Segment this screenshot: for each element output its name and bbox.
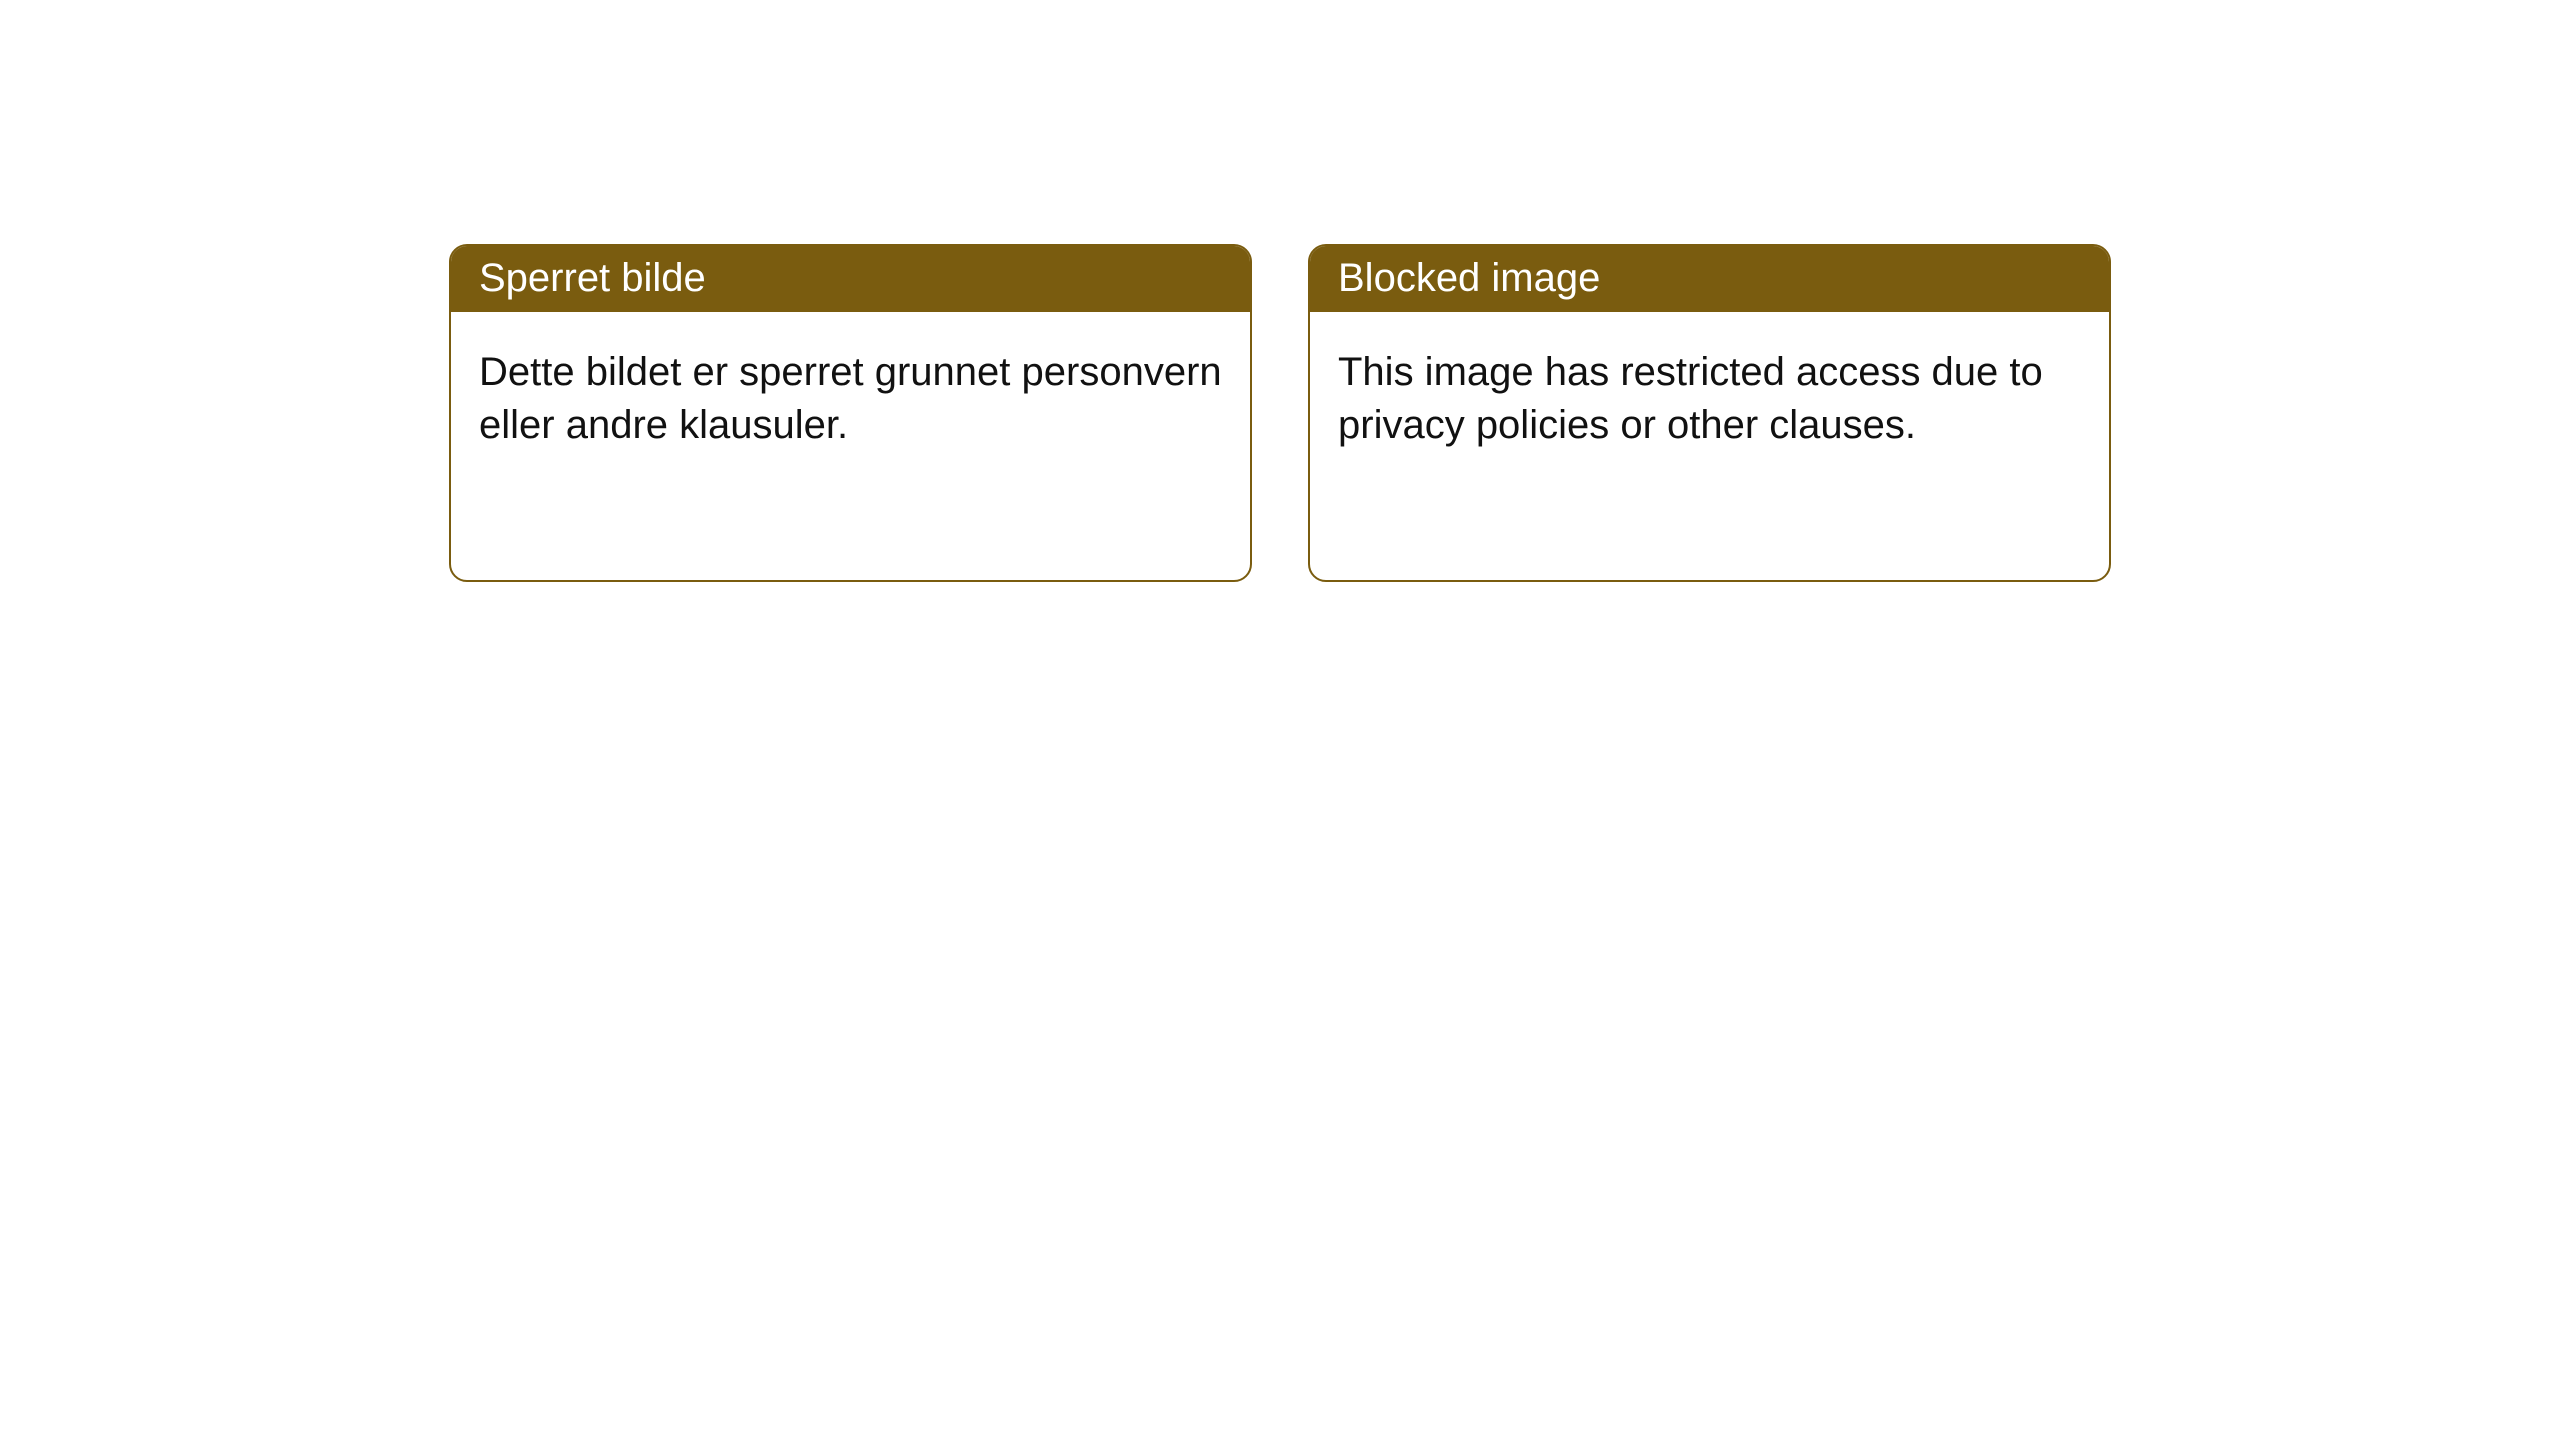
card-header-en: Blocked image	[1310, 246, 2109, 312]
blocked-image-card-en: Blocked image This image has restricted …	[1308, 244, 2111, 582]
card-header-no: Sperret bilde	[451, 246, 1250, 312]
blocked-image-card-no: Sperret bilde Dette bildet er sperret gr…	[449, 244, 1252, 582]
notice-container: Sperret bilde Dette bildet er sperret gr…	[449, 244, 2111, 1440]
card-body-no: Dette bildet er sperret grunnet personve…	[451, 312, 1250, 486]
card-body-en: This image has restricted access due to …	[1310, 312, 2109, 486]
